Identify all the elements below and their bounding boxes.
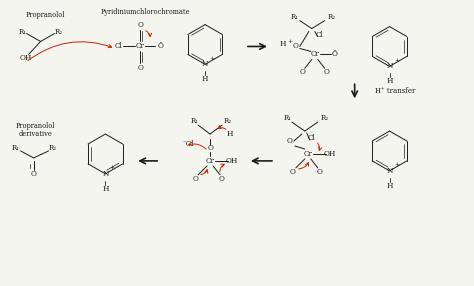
Text: R₁: R₁: [291, 13, 299, 21]
Text: O: O: [324, 68, 330, 76]
Text: Cl: Cl: [316, 31, 324, 39]
Text: +: +: [394, 162, 399, 167]
Text: R₂: R₂: [328, 13, 336, 21]
Text: OH: OH: [226, 157, 238, 165]
Text: Propranolol: Propranolol: [16, 122, 55, 130]
Text: O: O: [300, 68, 306, 76]
Text: R₁: R₁: [284, 114, 292, 122]
Text: H: H: [102, 185, 109, 193]
Text: N: N: [202, 60, 208, 68]
Text: H: H: [202, 75, 209, 83]
Text: Cr: Cr: [136, 43, 145, 50]
Text: N: N: [102, 170, 109, 178]
Text: +: +: [210, 56, 215, 61]
Text: N: N: [386, 167, 393, 175]
Text: Propranolol: Propranolol: [26, 11, 65, 19]
Text: O: O: [192, 175, 198, 183]
Text: Cr: Cr: [310, 50, 319, 58]
Text: O: O: [137, 21, 143, 29]
Text: O: O: [293, 43, 299, 50]
Text: derivative: derivative: [18, 130, 53, 138]
Text: O: O: [137, 64, 143, 72]
Text: +: +: [110, 165, 115, 170]
Text: Cl: Cl: [114, 43, 122, 50]
Text: O: O: [207, 144, 213, 152]
Text: O: O: [31, 170, 36, 178]
Text: H: H: [386, 182, 393, 190]
Text: O: O: [287, 137, 293, 145]
Text: R₂: R₂: [48, 144, 56, 152]
Text: H: H: [280, 41, 286, 49]
Text: Ō: Ō: [332, 50, 337, 58]
Text: OH: OH: [19, 54, 32, 62]
Text: +: +: [287, 39, 292, 44]
Text: +: +: [394, 58, 399, 63]
Text: O: O: [219, 175, 225, 183]
Text: H: H: [227, 130, 233, 138]
Text: R₁: R₁: [11, 144, 20, 152]
Text: Cr: Cr: [303, 150, 312, 158]
Text: Cr: Cr: [206, 157, 215, 165]
Text: Cl: Cl: [308, 134, 316, 142]
Text: R₂: R₂: [224, 117, 232, 125]
Text: O: O: [290, 168, 296, 176]
Text: Ō: Ō: [157, 43, 163, 50]
Text: OH: OH: [324, 150, 336, 158]
Text: Pyridiniumchlorochromate: Pyridiniumchlorochromate: [100, 8, 190, 16]
Text: H⁺ transfer: H⁺ transfer: [374, 87, 415, 95]
Text: R₁: R₁: [18, 27, 27, 35]
Text: R₂: R₂: [55, 27, 63, 35]
Text: H: H: [386, 77, 393, 85]
Text: ⁻Cl: ⁻Cl: [182, 140, 194, 148]
Text: O: O: [317, 168, 323, 176]
Text: R₂: R₂: [321, 114, 329, 122]
Text: N: N: [386, 62, 393, 70]
Text: R₁: R₁: [191, 117, 199, 125]
